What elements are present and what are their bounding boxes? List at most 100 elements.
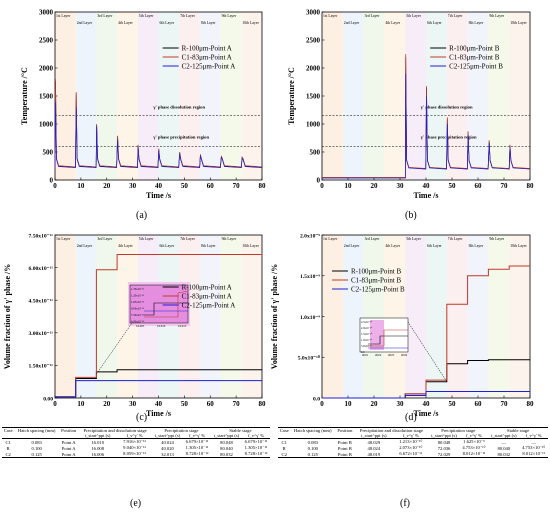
table-header: Precipitation stage: [151, 427, 211, 433]
layer-band: [467, 235, 489, 398]
table-cell: 8.728×10⁻¹²: [183, 451, 211, 458]
layer-band: [117, 235, 138, 398]
layer-label: 1st Layer: [56, 14, 71, 18]
caption-e: (e): [130, 498, 142, 509]
inset-pointer: [407, 321, 448, 382]
table-cell: 80.040: [497, 445, 511, 451]
table-subheader: f_v^γ' %: [117, 433, 152, 439]
legend-label: C2-125μm-Point A: [182, 302, 236, 310]
layer-label: 7th Layer: [180, 237, 195, 241]
layer-label: 10th Layer: [510, 244, 527, 248]
table-cell: —: [531, 439, 536, 445]
table-cell: 16.006: [78, 451, 118, 458]
layer-band: [384, 12, 406, 180]
layer-band: [96, 235, 118, 398]
table-header: Position: [59, 427, 79, 433]
y-tick-label: 4.50x10⁻¹¹: [29, 299, 54, 305]
x-axis-label: Time /s: [146, 409, 171, 418]
table-cell: 4.753×10⁻¹⁰: [522, 445, 546, 450]
inset-pointer: [96, 322, 133, 375]
table-cell: 32.013: [151, 451, 184, 458]
table-cell: 8.012×10⁻¹¹: [459, 451, 489, 458]
x-tick-label: 30: [129, 182, 137, 190]
x-tick-label: 80: [259, 400, 267, 408]
table-cell: R: [282, 445, 286, 451]
inset-tick-label: 0.0: [361, 351, 365, 354]
annotation-precipitation: γ' phase precipitation region: [152, 135, 209, 140]
table-cell: C2: [2, 451, 15, 458]
annotation-dissolution: γ' phase dissolution region: [152, 104, 205, 109]
layer-band: [509, 235, 530, 398]
table-e: Case Hatch spacing (mm) Position Precipitat…: [2, 427, 270, 458]
inset-highlight: [370, 320, 384, 350]
caption-c: (c): [136, 412, 148, 423]
layer-label: 9th Layer: [222, 237, 237, 241]
table-cell: 80.048: [220, 439, 233, 445]
table-cell: C1: [5, 439, 11, 445]
layer-label: 9th Layer: [489, 14, 504, 18]
inset-tick-label: 2.0x10⁻¹⁰: [361, 326, 373, 330]
table-subheader: [2, 433, 15, 439]
table-subheader: [59, 433, 79, 439]
layer-band: [446, 12, 468, 180]
x-tick-label: 40: [423, 182, 431, 190]
series-line: [55, 380, 262, 398]
layer-band: [342, 12, 364, 180]
inset-tick-label: 1.0x10⁻¹⁰: [361, 338, 373, 342]
table-cell: 80.032: [210, 451, 243, 458]
chart-c: 1st Layer 2nd Layer 3rd Layer 4th Layer 5th …: [3, 233, 266, 418]
inset-tick-label: 9.00x10⁻¹²: [131, 307, 144, 311]
layer-band: [426, 235, 447, 398]
layer-band: [75, 12, 97, 180]
table-cell: 16.008: [91, 445, 105, 451]
table-cell: C2: [278, 451, 291, 458]
layer-label: 8th Layer: [469, 244, 484, 248]
layer-label: 2nd Layer: [77, 21, 93, 25]
layer-label: 1st Layer: [56, 237, 71, 241]
table-header: Precipitation and dissolution stage: [78, 427, 152, 433]
series-line: [322, 265, 530, 399]
layer-band: [158, 12, 180, 180]
x-tick-label: 30: [397, 182, 405, 190]
layer-label: 2nd Layer: [344, 244, 360, 248]
layer-label: 7th Layer: [180, 14, 195, 18]
table-subheader: [278, 433, 291, 439]
inset-frame: [129, 284, 189, 324]
table-cell: 0.100: [31, 445, 42, 451]
table-cell: 16.010: [91, 439, 105, 445]
layer-label: 10th Layer: [242, 21, 259, 25]
y-tick-label: 500: [310, 148, 321, 156]
inset-series-r: [144, 302, 188, 316]
layer-band: [322, 235, 343, 398]
inset-tick-label: 7.50x10⁻¹²: [131, 313, 144, 317]
y-axis-label: Volume fraction of γ' phase /%: [270, 264, 279, 369]
layer-label: 10th Layer: [242, 244, 259, 248]
layer-label: 3rd Layer: [365, 14, 381, 18]
table-subheader: f_v^γ' %: [183, 433, 211, 439]
table-cell: 0.100: [307, 445, 318, 451]
inset-tick-label: 1.35x10⁻¹¹: [131, 287, 144, 291]
y-tick-label: 2000: [306, 64, 321, 72]
table-subheader: f_v^γ' %: [519, 433, 548, 439]
table-row: R 0.100 Point A 16.008 9.040×10⁻¹² 40.020 1.30…: [2, 445, 270, 451]
layer-band: [199, 12, 221, 180]
y-axis-label: Temperature /°C: [20, 67, 29, 125]
y-tick-label: 1500: [306, 92, 321, 100]
table-cell: 80.040: [220, 445, 233, 451]
layer-band: [363, 12, 385, 180]
layer-label: 6th Layer: [160, 244, 175, 248]
x-tick-label: 10: [77, 182, 85, 190]
table-subheader: t_start^ppt (s): [428, 433, 460, 439]
x-tick-label: 70: [233, 400, 241, 408]
table-header: Case: [278, 427, 291, 433]
table-subheader: f_v^γ' %: [393, 433, 429, 439]
table-cell: C1: [281, 439, 287, 445]
table-subheader: t_start^ppt (s): [354, 433, 394, 439]
y-tick-label: 2.0x10⁻⁹: [300, 233, 320, 239]
table-f: Case Hatch spacing (mm) Position Precipitat…: [278, 427, 548, 458]
x-tick-label: 10: [77, 400, 85, 408]
inset-tick-label: 5.0x10⁻¹¹: [361, 345, 372, 348]
x-tick-label: 10: [345, 182, 353, 190]
table-cell: 48.029: [367, 439, 381, 445]
layer-label: 5th Layer: [406, 237, 421, 241]
